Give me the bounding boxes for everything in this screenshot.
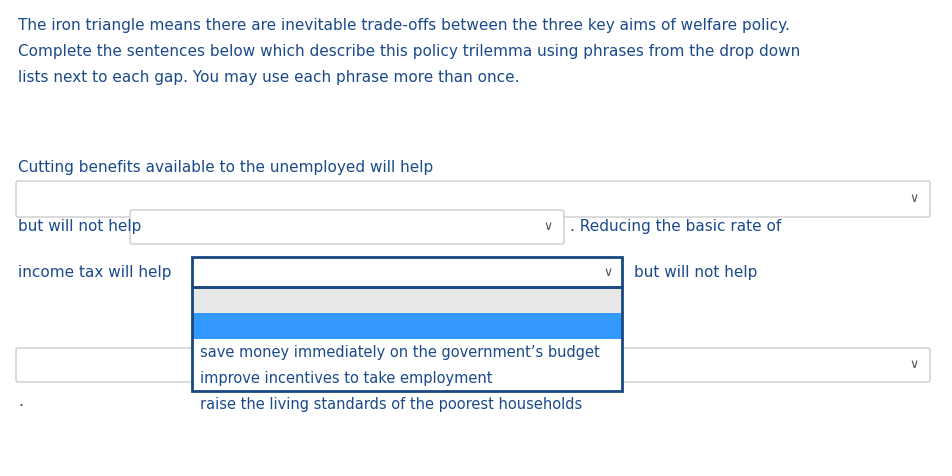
Text: save money immediately on the government’s budget: save money immediately on the government… — [200, 345, 599, 359]
Text: raise the living standards of the poorest households: raise the living standards of the poores… — [200, 397, 582, 411]
Text: ∨: ∨ — [603, 266, 612, 278]
Text: but will not help: but will not help — [633, 265, 757, 279]
Text: ∨: ∨ — [543, 220, 552, 234]
FancyBboxPatch shape — [16, 348, 929, 382]
Text: . Reducing the basic rate of: . Reducing the basic rate of — [569, 219, 781, 235]
FancyBboxPatch shape — [191, 257, 622, 287]
Text: income tax will help: income tax will help — [18, 265, 171, 279]
FancyBboxPatch shape — [191, 313, 622, 339]
Text: ∨: ∨ — [908, 358, 918, 371]
Text: The iron triangle means there are inevitable trade-offs between the three key ai: The iron triangle means there are inevit… — [18, 18, 789, 33]
Text: but will not help: but will not help — [18, 219, 141, 235]
Text: .: . — [18, 395, 23, 409]
FancyBboxPatch shape — [129, 210, 564, 244]
FancyBboxPatch shape — [16, 181, 929, 217]
Text: Cutting benefits available to the unemployed will help: Cutting benefits available to the unempl… — [18, 160, 433, 175]
Text: ∨: ∨ — [908, 192, 918, 206]
FancyBboxPatch shape — [191, 339, 622, 417]
Text: lists next to each gap. You may use each phrase more than once.: lists next to each gap. You may use each… — [18, 70, 519, 85]
Text: improve incentives to take employment: improve incentives to take employment — [200, 370, 492, 386]
Text: Complete the sentences below which describe this policy trilemma using phrases f: Complete the sentences below which descr… — [18, 44, 800, 59]
FancyBboxPatch shape — [191, 287, 622, 313]
